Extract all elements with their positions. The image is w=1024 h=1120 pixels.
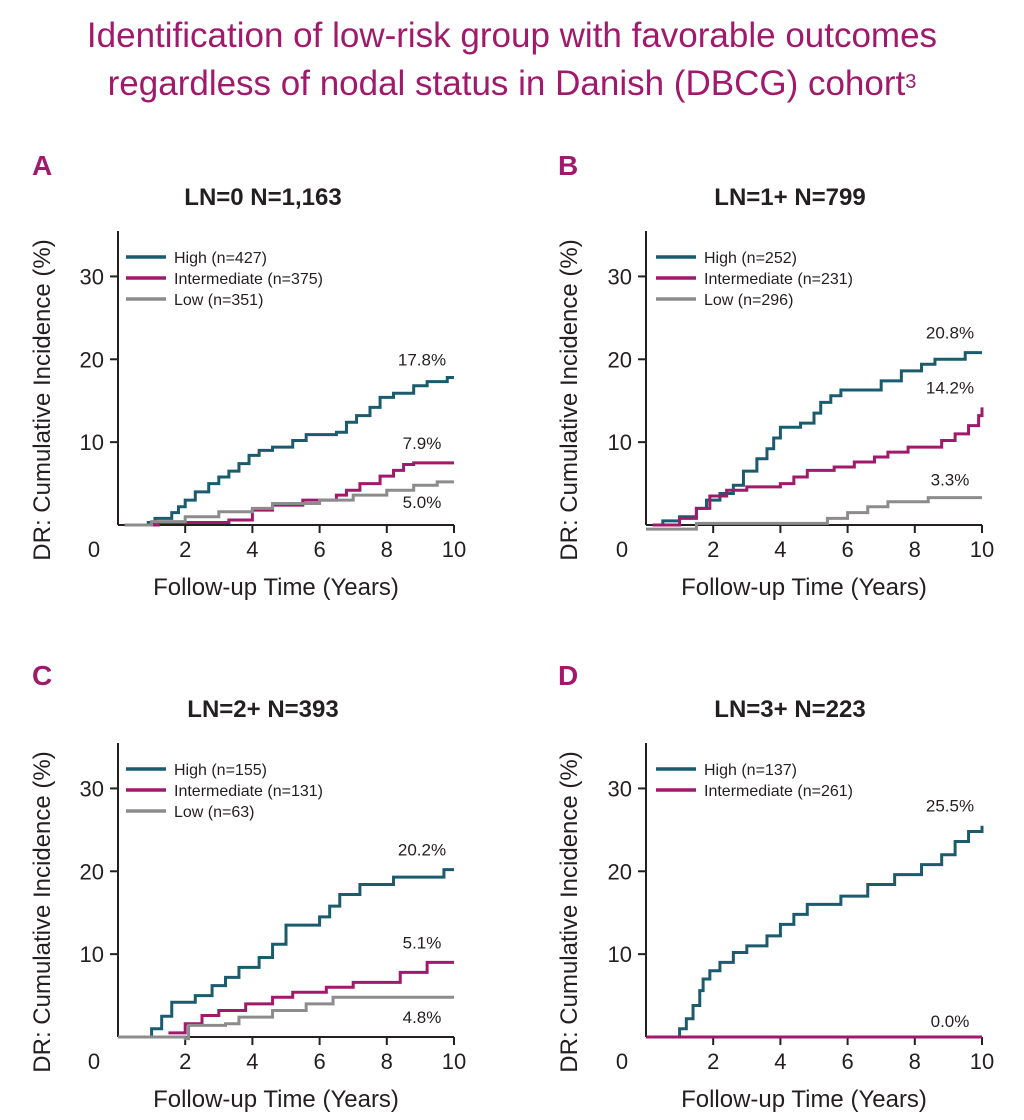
end-label-intermediate: 7.9% [403, 434, 442, 453]
page-title: Identification of low-risk group with fa… [0, 12, 1024, 108]
y-axis-label: DR: Cumulative Incidence (%) [556, 751, 583, 1072]
end-label-low: 4.8% [403, 1008, 442, 1027]
x-tick-label: 2 [179, 537, 191, 562]
x-tick-label: 4 [246, 537, 258, 562]
panel-a: A LN=0 N=1,163 2 4 6 8 10 0 10 20 30 Follow-up Time… [29, 150, 466, 601]
origin-label: 0 [88, 1049, 100, 1074]
series-line-high [672, 825, 984, 1039]
y-axis-label: DR: Cumulative Incidence (%) [29, 239, 56, 560]
series-line-low [118, 995, 454, 1041]
panel-letter: A [32, 150, 52, 181]
x-axis-label: Follow-up Time (Years) [153, 574, 399, 601]
x-tick-label: 10 [970, 537, 994, 562]
panel-d: D LN=3+ N=223 2 4 6 8 10 0 10 20 30 Follow-up Time … [556, 660, 994, 1113]
series-line-low [124, 480, 454, 527]
x-axis-label: Follow-up Time (Years) [681, 574, 927, 601]
end-label-high: 17.8% [398, 351, 446, 370]
end-label-low: 5.0% [403, 493, 442, 512]
y-tick-label: 20 [80, 347, 104, 372]
x-tick-label: 10 [442, 537, 466, 562]
y-tick-label: 10 [80, 430, 104, 455]
series-line-intermediate [652, 407, 984, 527]
end-label-intermediate: 5.1% [403, 933, 442, 952]
chart-title: LN=0 N=1,163 [184, 184, 341, 211]
legend-label-intermediate: Intermediate (n=375) [174, 271, 323, 288]
y-tick-label: 10 [80, 942, 104, 967]
chart-title: LN=1+ N=799 [714, 184, 865, 211]
end-label-high: 20.2% [398, 841, 446, 860]
x-tick-label: 6 [841, 1049, 853, 1074]
y-tick-label: 20 [80, 859, 104, 884]
end-label-intermediate: 14.2% [926, 378, 974, 397]
series-line-high [131, 868, 454, 1039]
legend-label-intermediate: Intermediate (n=131) [174, 783, 323, 800]
legend-label-high: High (n=155) [174, 762, 267, 779]
series-line-intermediate [124, 461, 454, 527]
y-tick-label: 30 [608, 776, 632, 801]
y-tick-label: 30 [80, 264, 104, 289]
x-tick-label: 6 [313, 537, 325, 562]
legend-label-intermediate: Intermediate (n=231) [704, 271, 853, 288]
origin-label: 0 [616, 537, 628, 562]
y-axis-label: DR: Cumulative Incidence (%) [29, 751, 56, 1072]
y-tick-label: 10 [608, 942, 632, 967]
legend-label-high: High (n=427) [174, 250, 267, 267]
y-tick-label: 20 [608, 347, 632, 372]
panel-c: C LN=2+ N=393 2 4 6 8 10 0 10 20 30 Follow-up Time … [29, 660, 466, 1113]
x-tick-label: 8 [909, 537, 921, 562]
x-tick-label: 8 [909, 1049, 921, 1074]
legend-label-high: High (n=137) [704, 762, 797, 779]
legend-label-intermediate: Intermediate (n=261) [704, 783, 853, 800]
x-tick-label: 4 [774, 1049, 786, 1074]
title-line-2: regardless of nodal status in Danish (DB… [0, 60, 1024, 108]
y-tick-label: 30 [608, 264, 632, 289]
origin-label: 0 [616, 1049, 628, 1074]
x-tick-label: 2 [179, 1049, 191, 1074]
panel-letter: B [558, 150, 578, 181]
legend-label-low: Low (n=296) [704, 292, 793, 309]
x-tick-label: 2 [707, 1049, 719, 1074]
panel-b: B LN=1+ N=799 2 4 6 8 10 0 10 20 30 Follow-up Time … [556, 150, 994, 601]
x-tick-label: 8 [381, 537, 393, 562]
legend-label-low: Low (n=351) [174, 292, 263, 309]
end-label-high: 25.5% [926, 797, 974, 816]
series-line-high [124, 376, 454, 527]
x-axis-label: Follow-up Time (Years) [681, 1086, 927, 1113]
legend-label-low: Low (n=63) [174, 804, 255, 821]
series-line-low [646, 496, 982, 531]
x-tick-label: 6 [313, 1049, 325, 1074]
legend-label-high: High (n=252) [704, 250, 797, 267]
panel-letter: C [32, 660, 52, 691]
title-superscript: 3 [905, 71, 917, 93]
x-tick-label: 10 [442, 1049, 466, 1074]
x-tick-label: 4 [774, 537, 786, 562]
y-tick-label: 20 [608, 859, 632, 884]
y-axis-label: DR: Cumulative Incidence (%) [556, 239, 583, 560]
title-line-2-text: regardless of nodal status in Danish (DB… [107, 64, 906, 103]
end-label-low: 3.3% [931, 471, 970, 490]
end-label-intermediate: 0.0% [931, 1012, 970, 1031]
chart-title: LN=3+ N=223 [714, 696, 865, 723]
x-tick-label: 6 [841, 537, 853, 562]
end-label-high: 20.8% [926, 324, 974, 343]
series-line-intermediate [168, 960, 454, 1035]
x-tick-label: 2 [707, 537, 719, 562]
y-tick-label: 10 [608, 430, 632, 455]
x-tick-label: 4 [246, 1049, 258, 1074]
origin-label: 0 [88, 537, 100, 562]
x-tick-label: 8 [381, 1049, 393, 1074]
panel-letter: D [558, 660, 578, 691]
x-tick-label: 10 [970, 1049, 994, 1074]
chart-title: LN=2+ N=393 [187, 696, 338, 723]
title-line-1: Identification of low-risk group with fa… [86, 16, 938, 55]
y-tick-label: 30 [80, 776, 104, 801]
x-axis-label: Follow-up Time (Years) [153, 1086, 399, 1113]
